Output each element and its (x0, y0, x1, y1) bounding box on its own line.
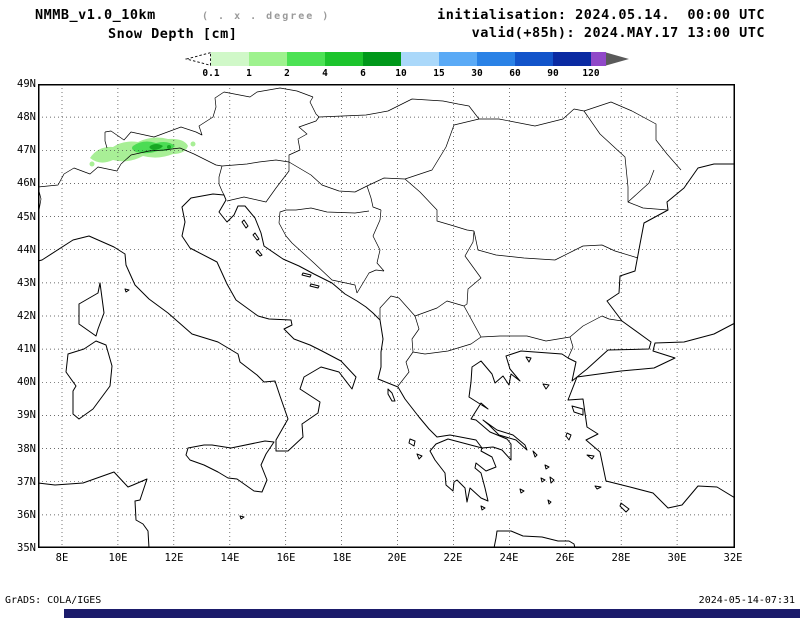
colorbar-tick: 30 (471, 68, 483, 79)
colorbar-segment (249, 52, 287, 66)
grads-credit: GrADS: COLA/IGES (5, 595, 102, 606)
colorbar-segment (287, 52, 325, 66)
colorbar-tick: 120 (582, 68, 600, 79)
colorbar-tick: 2 (284, 68, 290, 79)
colorbar-tick: 10 (395, 68, 407, 79)
colorbar-above-max-arrow (606, 52, 629, 66)
gridlines (38, 84, 735, 548)
lon-label: 28E (611, 552, 631, 564)
colorbar-segment (591, 52, 606, 66)
lat-label: 43N (17, 277, 36, 289)
lon-label: 18E (332, 552, 352, 564)
colorbar-segment (325, 52, 363, 66)
lon-label: 10E (108, 552, 128, 564)
init-time-label: initialisation: 2024.05.14. 00:00 UTC (437, 7, 765, 23)
left-arrow-icon (185, 52, 211, 66)
lon-label: 16E (276, 552, 296, 564)
colorbar-segment (211, 52, 249, 66)
colorbar-segment (401, 52, 439, 66)
lat-label: 39N (17, 409, 36, 421)
coast-peloponnese (429, 438, 497, 503)
coast-mainland (38, 163, 735, 461)
coast-turkey-aegean (567, 376, 735, 509)
lat-label: 36N (17, 509, 36, 521)
lat-label: 45N (17, 211, 36, 223)
colorbar-segment (363, 52, 401, 66)
field-title: Snow Depth [cm] (108, 26, 238, 42)
model-subtitle: ( . x . degree ) (202, 11, 331, 22)
bottom-bar (64, 609, 800, 618)
lat-label: 44N (17, 244, 36, 256)
lon-label: 12E (164, 552, 184, 564)
lon-label: 26E (555, 552, 575, 564)
colorbar-tick: 15 (433, 68, 445, 79)
map-canvas (38, 84, 735, 548)
borders-balkans (356, 269, 623, 387)
lat-label: 35N (17, 542, 36, 554)
right-arrow-icon (606, 52, 629, 66)
model-title: NMMB_v1.0_10km (35, 7, 156, 23)
coast-islands (65, 219, 630, 548)
lat-label: 48N (17, 111, 36, 123)
lat-label: 37N (17, 476, 36, 488)
lon-label: 24E (499, 552, 519, 564)
country-borders (38, 87, 682, 387)
lon-label: 8E (55, 552, 69, 564)
colorbar-tick: 0.1 (202, 68, 220, 79)
creation-timestamp: 2024-05-14-07:31 (698, 595, 795, 606)
lon-label: 14E (220, 552, 240, 564)
colorbar-tick: 1 (246, 68, 252, 79)
lat-label: 46N (17, 177, 36, 189)
map-frame (38, 84, 735, 548)
lon-label: 22E (443, 552, 463, 564)
lat-label: 38N (17, 443, 36, 455)
lon-label: 30E (667, 552, 687, 564)
lat-label: 41N (17, 343, 36, 355)
colorbar-tick: 6 (360, 68, 366, 79)
colorbar-segment (553, 52, 591, 66)
colorbar (185, 52, 630, 66)
colorbar-tick: 90 (547, 68, 559, 79)
coast-marmara-south (576, 322, 735, 378)
colorbar-segment (515, 52, 553, 66)
lat-label: 40N (17, 376, 36, 388)
colorbar-tick: 4 (322, 68, 328, 79)
colorbar-segment (439, 52, 477, 66)
coastlines (38, 163, 735, 548)
valid-time-label: valid(+85h): 2024.MAY.17 13:00 UTC (471, 25, 765, 41)
lat-label: 42N (17, 310, 36, 322)
colorbar-below-min-arrow (185, 52, 211, 66)
lat-label: 49N (17, 78, 36, 90)
coast-africa (38, 471, 150, 548)
colorbar-tick: 60 (509, 68, 521, 79)
colorbar-segment (477, 52, 515, 66)
lat-label: 47N (17, 144, 36, 156)
borders-alps (38, 87, 480, 217)
lon-label: 20E (387, 552, 407, 564)
borders-pannonia (278, 101, 682, 307)
lon-label: 32E (723, 552, 743, 564)
